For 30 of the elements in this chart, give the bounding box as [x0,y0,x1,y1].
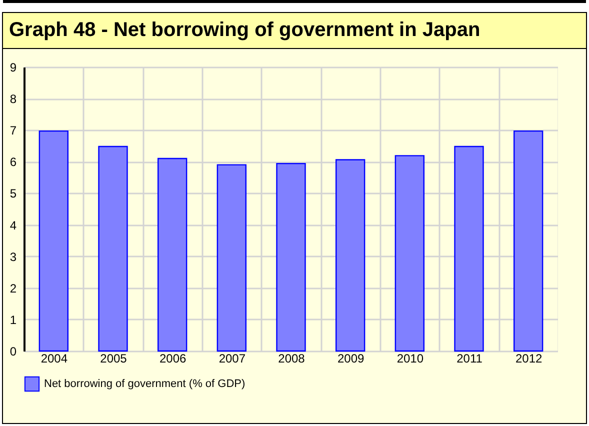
bar [98,146,128,352]
x-tick-label: 2005 [100,352,128,366]
legend-label: Net borrowing of government (% of GDP) [44,378,246,390]
chart-title: Graph 48 - Net borrowing of government in Japan [3,13,586,49]
y-tick-label: 2 [10,281,17,296]
bar [157,158,188,352]
bar [38,130,69,352]
y-tick-label: 9 [10,60,17,74]
bar [216,164,247,352]
y-tick-label: 0 [10,344,17,358]
y-tick-label: 6 [10,155,17,170]
x-tick-label: 2009 [337,352,365,366]
y-tick-label: 5 [10,186,17,201]
bar [276,162,306,352]
x-tick-label: 2008 [278,352,306,366]
x-tick-label: 2004 [40,352,68,366]
y-tick-label: 8 [10,92,17,106]
y-tick-label: 4 [10,218,17,232]
x-tick-label: 2011 [456,352,483,366]
y-tick-label: 3 [10,250,17,264]
x-tick-label: 2010 [396,352,424,366]
bar [335,159,366,352]
y-tick-label: 7 [10,124,17,138]
x-tick-label: 2006 [159,352,187,366]
x-tick-label: 2007 [218,352,246,366]
x-tick-label: 2012 [515,352,543,366]
bar [394,155,425,352]
bar [454,146,484,352]
y-tick-label: 1 [10,312,17,327]
bar [513,130,544,352]
